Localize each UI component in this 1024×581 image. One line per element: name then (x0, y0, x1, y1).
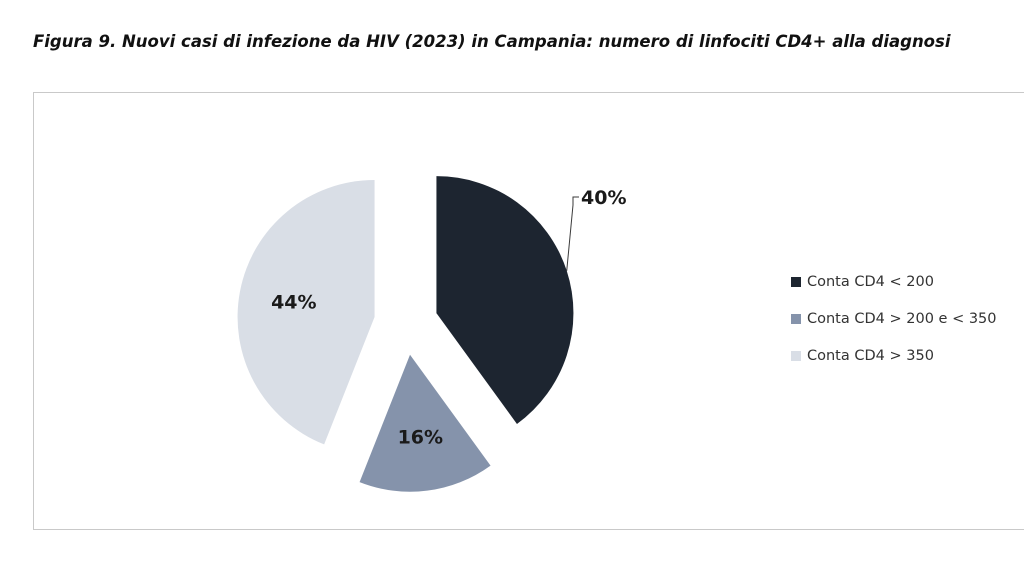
legend-item-cd4-over-350: Conta CD4 > 350 (791, 337, 1024, 374)
chart-frame: 40% 16% 44% Conta CD4 < 200 Conta CD4 > 20… (33, 92, 1024, 530)
chart-legend: Conta CD4 < 200 Conta CD4 > 200 e < 350 … (791, 263, 1024, 374)
pie-chart: 40% 16% 44% (237, 176, 626, 492)
legend-label: Conta CD4 < 200 (807, 273, 934, 290)
leader-line (566, 196, 579, 271)
data-label: 44% (271, 292, 316, 314)
legend-swatch-cd4-200-350 (791, 313, 801, 324)
pie-slice (359, 354, 491, 492)
data-label: 40% (581, 187, 626, 209)
pie-slice (237, 180, 375, 445)
pie-slice (436, 176, 574, 424)
legend-item-cd4-under-200: Conta CD4 < 200 (791, 263, 1024, 300)
figure-title: Figura 9. Nuovi casi di infezione da HIV… (33, 32, 951, 51)
legend-label: Conta CD4 > 200 e < 350 (807, 310, 997, 327)
legend-item-cd4-200-350: Conta CD4 > 200 e < 350 (791, 300, 1024, 337)
legend-swatch-cd4-over-350 (791, 350, 801, 361)
legend-label: Conta CD4 > 350 (807, 347, 934, 364)
data-label: 16% (398, 426, 443, 448)
legend-swatch-cd4-under-200 (791, 276, 801, 287)
